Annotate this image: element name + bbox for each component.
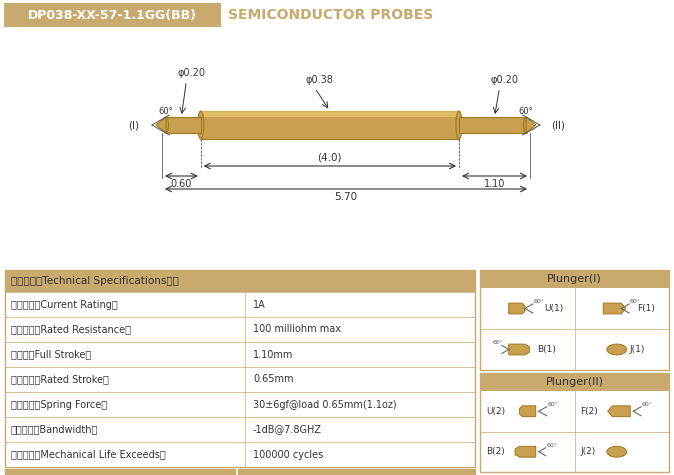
Text: 测试寿命（Mechanical Life Exceeds）: 测试寿命（Mechanical Life Exceeds） xyxy=(11,449,166,459)
Text: (II): (II) xyxy=(551,120,565,130)
Polygon shape xyxy=(526,117,536,133)
Text: 1.10mm: 1.10mm xyxy=(253,350,293,360)
Polygon shape xyxy=(603,303,625,314)
Polygon shape xyxy=(515,446,536,457)
Text: J(2): J(2) xyxy=(580,447,596,456)
Text: 60°: 60° xyxy=(158,106,173,115)
Bar xyxy=(480,270,669,370)
Text: 1A: 1A xyxy=(253,300,266,310)
Ellipse shape xyxy=(197,111,204,139)
Text: 60°: 60° xyxy=(642,402,653,407)
Text: 0.65mm: 0.65mm xyxy=(253,374,293,384)
Text: φ0.20: φ0.20 xyxy=(177,68,206,78)
Polygon shape xyxy=(509,344,530,355)
FancyBboxPatch shape xyxy=(4,3,221,27)
Text: 60°: 60° xyxy=(547,402,559,407)
Text: F(2): F(2) xyxy=(580,407,599,416)
Bar xyxy=(459,117,526,133)
Bar xyxy=(5,270,475,292)
Bar xyxy=(480,373,669,472)
Text: -1dB@7.8GHZ: -1dB@7.8GHZ xyxy=(253,425,322,435)
Text: 60°: 60° xyxy=(518,106,533,115)
Polygon shape xyxy=(509,303,525,314)
Text: U(1): U(1) xyxy=(544,304,563,313)
Text: 1.10: 1.10 xyxy=(484,179,506,189)
Ellipse shape xyxy=(607,344,627,355)
Bar xyxy=(480,270,669,288)
Text: 频率带宽（Bandwidth）: 频率带宽（Bandwidth） xyxy=(11,425,98,435)
Text: 60°: 60° xyxy=(547,443,557,448)
Text: 5.70: 5.70 xyxy=(334,192,358,202)
Text: B(1): B(1) xyxy=(537,345,556,354)
Ellipse shape xyxy=(164,117,168,133)
Text: φ0.38: φ0.38 xyxy=(306,75,334,85)
Text: 额定电阻（Rated Resistance）: 额定电阻（Rated Resistance） xyxy=(11,324,131,334)
Bar xyxy=(5,469,235,475)
Text: 技术要求（Technical Specifications）：: 技术要求（Technical Specifications）： xyxy=(11,276,179,286)
Text: 100000 cycles: 100000 cycles xyxy=(253,449,324,459)
Text: 60°: 60° xyxy=(534,299,545,304)
Text: 额定电流（Current Rating）: 额定电流（Current Rating） xyxy=(11,300,118,310)
Text: U(2): U(2) xyxy=(486,407,505,416)
Bar xyxy=(480,373,669,391)
Polygon shape xyxy=(520,406,536,417)
Polygon shape xyxy=(156,117,166,133)
Text: 30±6gf@load 0.65mm(1.1oz): 30±6gf@load 0.65mm(1.1oz) xyxy=(253,399,396,409)
Bar xyxy=(201,111,459,139)
Ellipse shape xyxy=(607,446,627,457)
Text: 60°: 60° xyxy=(493,341,503,345)
Ellipse shape xyxy=(456,111,462,139)
Ellipse shape xyxy=(524,117,528,133)
Text: 100 milliohm max: 100 milliohm max xyxy=(253,324,341,334)
Bar xyxy=(238,469,475,475)
Text: B(2): B(2) xyxy=(486,447,505,456)
Text: SEMICONDUCTOR PROBES: SEMICONDUCTOR PROBES xyxy=(228,8,433,22)
Text: F(1): F(1) xyxy=(637,304,654,313)
Text: φ0.20: φ0.20 xyxy=(491,75,518,85)
Text: (4.0): (4.0) xyxy=(317,153,342,163)
Bar xyxy=(166,117,201,133)
Text: (I): (I) xyxy=(129,120,140,130)
Text: DP038-XX-57-1.1GG(BB): DP038-XX-57-1.1GG(BB) xyxy=(28,9,197,21)
Bar xyxy=(201,111,459,116)
Polygon shape xyxy=(608,406,630,417)
Text: Plunger(I): Plunger(I) xyxy=(547,274,602,284)
Text: 60°: 60° xyxy=(630,299,641,304)
Bar xyxy=(238,469,475,475)
Text: 0.60: 0.60 xyxy=(171,179,192,189)
Text: 额定弹力（Spring Force）: 额定弹力（Spring Force） xyxy=(11,399,107,409)
Text: Plunger(II): Plunger(II) xyxy=(545,377,603,387)
Text: 额定行程（Rated Stroke）: 额定行程（Rated Stroke） xyxy=(11,374,109,384)
Bar xyxy=(5,469,235,475)
Bar xyxy=(5,270,475,467)
Text: 满行程（Full Stroke）: 满行程（Full Stroke） xyxy=(11,350,91,360)
Text: J(1): J(1) xyxy=(630,345,645,354)
